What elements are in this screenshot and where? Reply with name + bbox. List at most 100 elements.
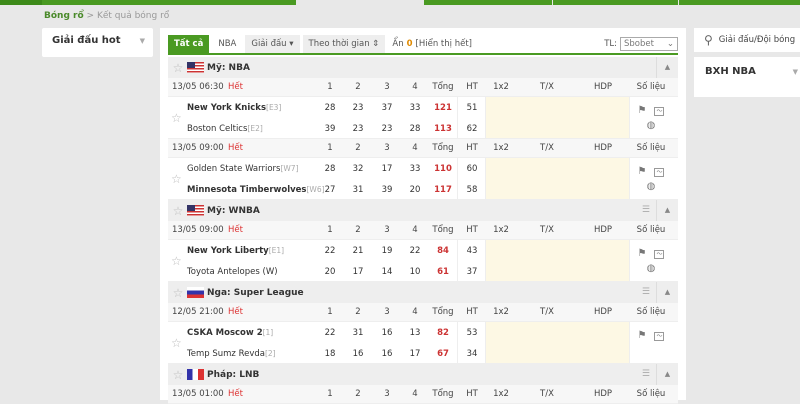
- total-score: 110: [434, 163, 452, 174]
- star-icon[interactable]: ☆: [172, 203, 184, 218]
- team-name-text: New York Knicks: [187, 102, 267, 113]
- hidden-label: Ẩn: [392, 39, 404, 49]
- tab-nba[interactable]: NBA: [212, 35, 243, 53]
- flag-icon[interactable]: ⚑: [637, 105, 647, 116]
- column-hdp: HDP: [593, 82, 613, 92]
- column-tx: T/X: [540, 389, 554, 399]
- tab-all[interactable]: Tất cả: [168, 35, 210, 53]
- quarter-score: 10: [409, 266, 421, 277]
- team-row-home: CSKA Moscow 2[1] 22 31 16 13 82 53: [168, 322, 678, 343]
- list-icon[interactable]: ☰: [641, 369, 650, 379]
- breadcrumb-sep: >: [86, 11, 95, 21]
- column-stats: Số liệu: [636, 225, 666, 235]
- quarter-score: 23: [352, 102, 364, 113]
- basketball-icon[interactable]: ◍: [646, 263, 656, 274]
- team-name[interactable]: CSKA Moscow 2[1]: [187, 328, 273, 338]
- match-status: Hết: [228, 225, 243, 235]
- team-row-away: Toyota Antelopes (W) 20 17 14 10 61 37: [168, 261, 678, 282]
- column-stats: Số liệu: [636, 307, 666, 317]
- league-header[interactable]: ☆ Nga: Super League ☰ ▲: [168, 282, 678, 303]
- collapse-icon[interactable]: ▲: [656, 57, 678, 78]
- column-hdp: HDP: [593, 307, 613, 317]
- match-row[interactable]: ☆ New York Knicks[E3] 28 23 37 33 121 51 Boston …: [168, 97, 678, 139]
- list-icon[interactable]: ☰: [641, 205, 650, 215]
- team-name[interactable]: Golden State Warriors[W7]: [187, 164, 299, 174]
- chevron-down-icon: ⌄: [666, 39, 674, 49]
- sort-time-filter[interactable]: Theo thời gian ⇕: [302, 35, 386, 53]
- team-name[interactable]: New York Knicks[E3]: [187, 103, 281, 113]
- league-filter[interactable]: Giải đấu ▾: [245, 35, 300, 53]
- basketball-icon[interactable]: ◍: [646, 120, 656, 131]
- star-icon[interactable]: ☆: [171, 172, 182, 186]
- team-name[interactable]: New York Liberty[E1]: [187, 246, 284, 256]
- league-header[interactable]: ☆ Mỹ: WNBA ☰ ▲: [168, 200, 678, 221]
- bookmaker-label: TL:: [604, 39, 617, 49]
- stats-icons: ⚑ 〜 ◍: [628, 164, 674, 194]
- team-name[interactable]: Temp Sumz Revda[2]: [187, 349, 276, 359]
- match-column-header: 13/05 06:30 Hết 1 2 3 4 Tổng HT 1x2 T/X HDP Số liệu: [168, 78, 678, 97]
- team-name[interactable]: Minnesota Timberwolves[W6]: [187, 185, 325, 195]
- stats-icons: ⚑ 〜 ◍: [628, 246, 674, 276]
- team-row-home: Golden State Warriors[W7] 28 32 17 33 110 60: [168, 158, 678, 179]
- bookmaker-select[interactable]: Sbobet ⌄: [620, 37, 678, 51]
- stats-icons: ⚑ 〜: [628, 328, 674, 343]
- column-ht: HT: [466, 225, 478, 235]
- results-panel: Tất cả NBA Giải đấu ▾ Theo thời gian ⇕ Ẩ…: [160, 28, 686, 404]
- search-input[interactable]: Giải đấu/Đội bóng: [718, 35, 796, 45]
- star-icon[interactable]: ☆: [172, 367, 184, 382]
- hot-leagues-dropdown[interactable]: Giải đấu hot ▼: [42, 28, 153, 57]
- chart-icon[interactable]: 〜: [654, 332, 665, 341]
- hidden-count: Ẩn 0 [Hiển thị hết]: [392, 35, 472, 53]
- quarter-score: 18: [324, 348, 336, 359]
- star-icon[interactable]: ☆: [171, 111, 182, 125]
- league-name: Nga: Super League: [207, 287, 304, 298]
- chart-icon[interactable]: 〜: [654, 107, 665, 116]
- star-icon[interactable]: ☆: [171, 254, 182, 268]
- team-name-text: Minnesota Timberwolves: [187, 184, 307, 195]
- team-rank: [W6]: [306, 184, 325, 194]
- match-row[interactable]: ☆ Golden State Warriors[W7] 28 32 17 33 110 60 M…: [168, 158, 678, 200]
- chart-icon[interactable]: 〜: [654, 250, 665, 259]
- basketball-icon[interactable]: ◍: [646, 181, 656, 192]
- column-tx: T/X: [540, 307, 554, 317]
- match-row[interactable]: ☆ CSKA Moscow 2[1] 22 31 16 13 82 53 Temp Sumz R…: [168, 322, 678, 364]
- collapse-icon[interactable]: ▲: [656, 364, 678, 385]
- match-column-header: 13/05 09:00 Hết 1 2 3 4 Tổng HT 1x2 T/X HDP Số liệu: [168, 139, 678, 158]
- flag-icon[interactable]: ⚑: [637, 248, 647, 259]
- collapse-icon[interactable]: ▲: [656, 200, 678, 221]
- chart-icon[interactable]: 〜: [654, 168, 665, 177]
- league-header[interactable]: ☆ Pháp: LNB ☰ ▲: [168, 364, 678, 385]
- column-q2: 2: [355, 143, 361, 153]
- star-icon[interactable]: ☆: [171, 336, 182, 350]
- column-q3: 3: [384, 82, 390, 92]
- flag-icon[interactable]: ⚑: [637, 330, 647, 341]
- list-icon[interactable]: ☰: [641, 287, 650, 297]
- standings-title: BXH NBA: [705, 66, 756, 77]
- star-icon[interactable]: ☆: [172, 60, 184, 75]
- collapse-icon[interactable]: ▲: [656, 282, 678, 303]
- team-rank: [1]: [262, 327, 274, 337]
- breadcrumb-home[interactable]: Bóng rổ: [44, 11, 84, 21]
- column-x12: 1x2: [493, 225, 509, 235]
- team-name[interactable]: Boston Celtics[E2]: [187, 124, 263, 134]
- search-box[interactable]: ⚲ Giải đấu/Đội bóng: [694, 28, 800, 52]
- column-hdp: HDP: [593, 389, 613, 399]
- column-q3: 3: [384, 143, 390, 153]
- flag-icon[interactable]: ⚑: [637, 166, 647, 177]
- show-all-link[interactable]: [Hiển thị hết]: [415, 39, 472, 49]
- league-header[interactable]: ☆ Mỹ: NBA ▲: [168, 57, 678, 78]
- quarter-score: 22: [324, 245, 336, 256]
- column-q1: 1: [327, 82, 333, 92]
- bookmaker-value: Sbobet: [624, 39, 654, 49]
- team-name[interactable]: Toyota Antelopes (W): [187, 267, 278, 277]
- team-row-away: Temp Sumz Revda[2] 18 16 16 17 67 34: [168, 343, 678, 364]
- quarter-score: 23: [381, 123, 393, 134]
- column-q3: 3: [384, 307, 390, 317]
- odds-area: [485, 322, 629, 363]
- match-row[interactable]: ☆ New York Liberty[E1] 22 21 19 22 84 43 Toyota …: [168, 240, 678, 282]
- halftime-score: 34: [466, 348, 478, 359]
- quarter-score: 39: [381, 184, 393, 195]
- star-icon[interactable]: ☆: [172, 285, 184, 300]
- standings-dropdown[interactable]: BXH NBA ▼: [694, 57, 800, 97]
- team-name-text: Temp Sumz Revda: [187, 348, 265, 359]
